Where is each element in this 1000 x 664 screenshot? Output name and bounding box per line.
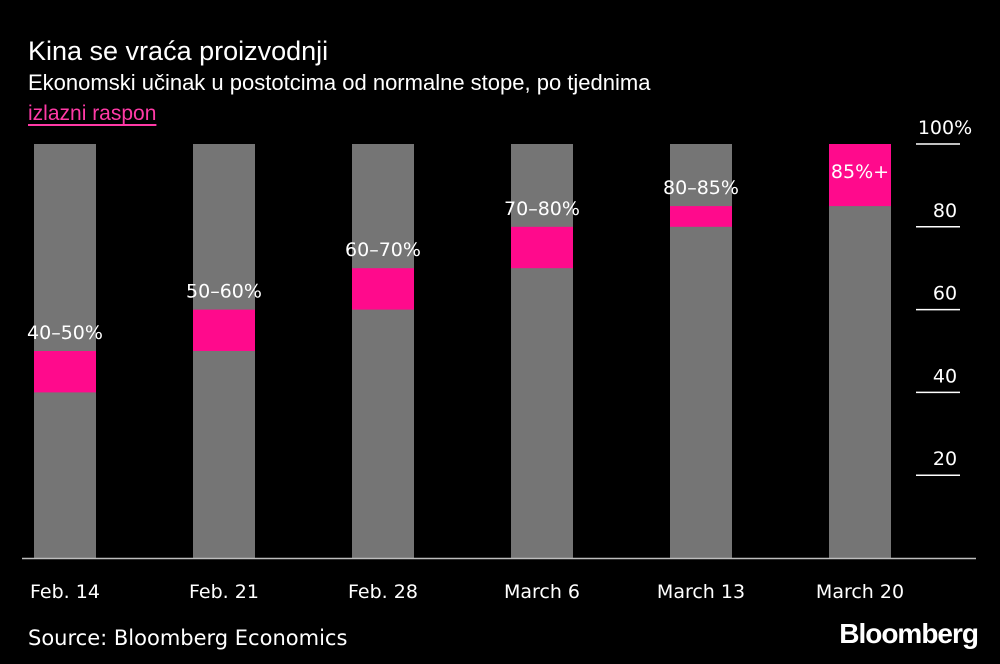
range-segment [511,226,573,269]
range-segment [193,309,255,351]
bar-background [352,144,414,558]
y-tick-label: 80 [933,200,957,222]
y-tick-label: 40 [933,365,957,387]
range-segment [34,351,96,393]
x-tick-label: Feb. 28 [348,581,418,603]
range-label: 60–70% [345,239,421,261]
range-segment [352,268,414,310]
range-label: 50–60% [186,281,262,303]
bloomberg-logo: Bloomberg [839,618,979,649]
range-label: 70–80% [504,198,580,220]
range-label: 85%+ [831,161,889,183]
x-tick-label: March 6 [504,581,580,603]
y-tick-label: 100% [918,117,972,139]
range-segment [829,144,891,207]
bar-background [829,144,891,558]
legend-label: izlazni raspon [28,102,157,125]
x-tick-label: March 20 [816,581,904,603]
chart-title: Kina se vraća proizvodnji [28,36,329,66]
x-tick-label: Feb. 21 [189,581,259,603]
x-tick-label: March 13 [657,581,745,603]
y-tick-label: 60 [933,283,957,305]
source-note: Source: Bloomberg Economics [28,626,348,650]
range-segment [670,206,732,227]
range-label: 40–50% [27,322,103,344]
y-tick-label: 20 [933,448,957,470]
chart-subtitle: Ekonomski učinak u postotcima od normaln… [28,70,651,95]
x-tick-label: Feb. 14 [30,581,100,603]
bar-background [511,144,573,558]
range-label: 80–85% [663,177,739,199]
